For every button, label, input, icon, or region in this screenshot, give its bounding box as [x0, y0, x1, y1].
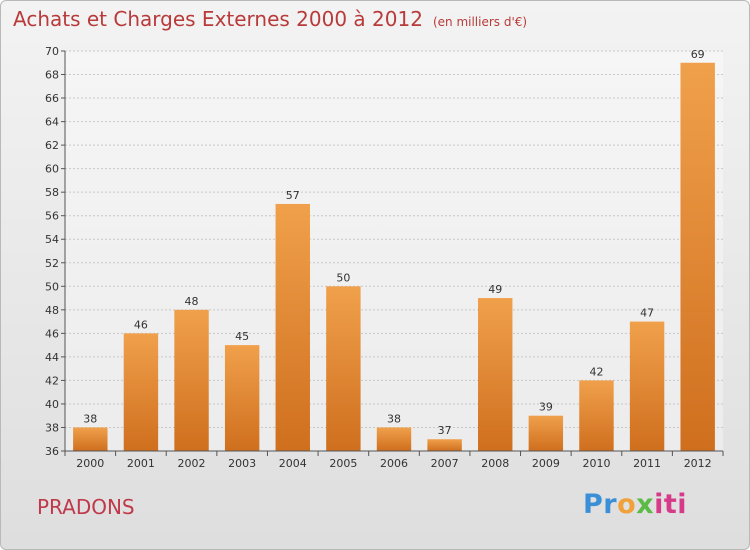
bar-2008 [478, 298, 513, 451]
value-label-2005: 50 [336, 271, 350, 284]
bar-2005 [326, 286, 361, 451]
x-tick-label-2012: 2012 [684, 457, 712, 470]
x-tick-label-2002: 2002 [178, 457, 206, 470]
y-tick-label: 66 [45, 92, 59, 105]
bar-2006 [376, 427, 412, 451]
value-label-2010: 42 [589, 365, 603, 378]
logo-part-2: o [617, 489, 637, 520]
y-tick-label: 42 [45, 374, 59, 387]
y-tick-label: 62 [45, 139, 59, 152]
value-label-2008: 49 [488, 283, 502, 296]
value-label-2004: 57 [286, 189, 300, 202]
y-tick-label: 70 [45, 45, 59, 58]
bar-2000 [73, 427, 108, 451]
value-label-2006: 38 [387, 412, 401, 425]
bar-2011 [629, 321, 665, 451]
logo-part-1: Pr [583, 489, 618, 520]
y-tick-label: 64 [45, 116, 59, 129]
x-tick-label-2006: 2006 [380, 457, 408, 470]
y-tick-label: 58 [45, 186, 59, 199]
bar-2002 [174, 309, 209, 451]
chart-title-text: Achats et Charges Externes 2000 à 2012 [13, 7, 423, 31]
y-tick-label: 56 [45, 210, 59, 223]
bar-2012 [680, 62, 715, 451]
y-tick-label: 40 [45, 398, 59, 411]
y-tick-label: 54 [45, 233, 59, 246]
value-label-2007: 37 [438, 424, 452, 437]
axes: 36 38 40 42 44 46 48 50 52 54 56 58 60 62 64 66 68 70 2000… [45, 45, 724, 470]
bar-2004 [275, 203, 310, 451]
x-tick-label-2000: 2000 [76, 457, 104, 470]
commune-name: PRADONS [37, 495, 135, 519]
x-tick-label-2008: 2008 [481, 457, 509, 470]
y-tick-label: 38 [45, 421, 59, 434]
x-tick-label-2010: 2010 [582, 457, 610, 470]
y-tick-label: 46 [45, 327, 59, 340]
value-label-2003: 45 [235, 330, 249, 343]
value-label-2002: 48 [185, 295, 199, 308]
x-tick-label-2005: 2005 [329, 457, 357, 470]
bar-2009 [528, 415, 564, 451]
value-label-2000: 38 [83, 412, 97, 425]
bar-2003 [224, 345, 260, 451]
x-tick-label-2003: 2003 [228, 457, 256, 470]
value-label-2001: 46 [134, 318, 148, 331]
y-tick-label: 50 [45, 280, 59, 293]
x-tick-label-2001: 2001 [127, 457, 155, 470]
logo-part-4: iti [654, 489, 688, 520]
value-label-2012: 69 [691, 48, 705, 61]
x-tick-label-2004: 2004 [279, 457, 307, 470]
y-tick-label: 48 [45, 304, 59, 317]
x-tick-label-2009: 2009 [532, 457, 560, 470]
value-label-2011: 47 [640, 307, 654, 320]
y-tick-label: 44 [45, 351, 59, 364]
y-tick-label: 68 [45, 69, 59, 82]
logo-part-3: x [636, 489, 655, 520]
y-tick-label: 36 [45, 445, 59, 458]
y-tick-label: 52 [45, 257, 59, 270]
grid-lines [65, 50, 723, 452]
x-tick-label-2007: 2007 [431, 457, 459, 470]
chart-subtitle: (en milliers d'€) [432, 15, 528, 29]
value-label-2009: 39 [539, 401, 553, 414]
bars: 38 46 48 45 57 50 38 37 49 39 42 47 69 [73, 48, 715, 451]
proxiti-logo: Proxiti [583, 489, 687, 520]
bar-2007 [427, 439, 462, 451]
chart-title: Achats et Charges Externes 2000 à 2012 (e… [13, 7, 527, 31]
bar-2001 [123, 333, 159, 451]
y-tick-label: 60 [45, 163, 59, 176]
bar-2010 [579, 380, 614, 451]
plot-area [65, 51, 723, 451]
x-tick-label-2011: 2011 [633, 457, 661, 470]
